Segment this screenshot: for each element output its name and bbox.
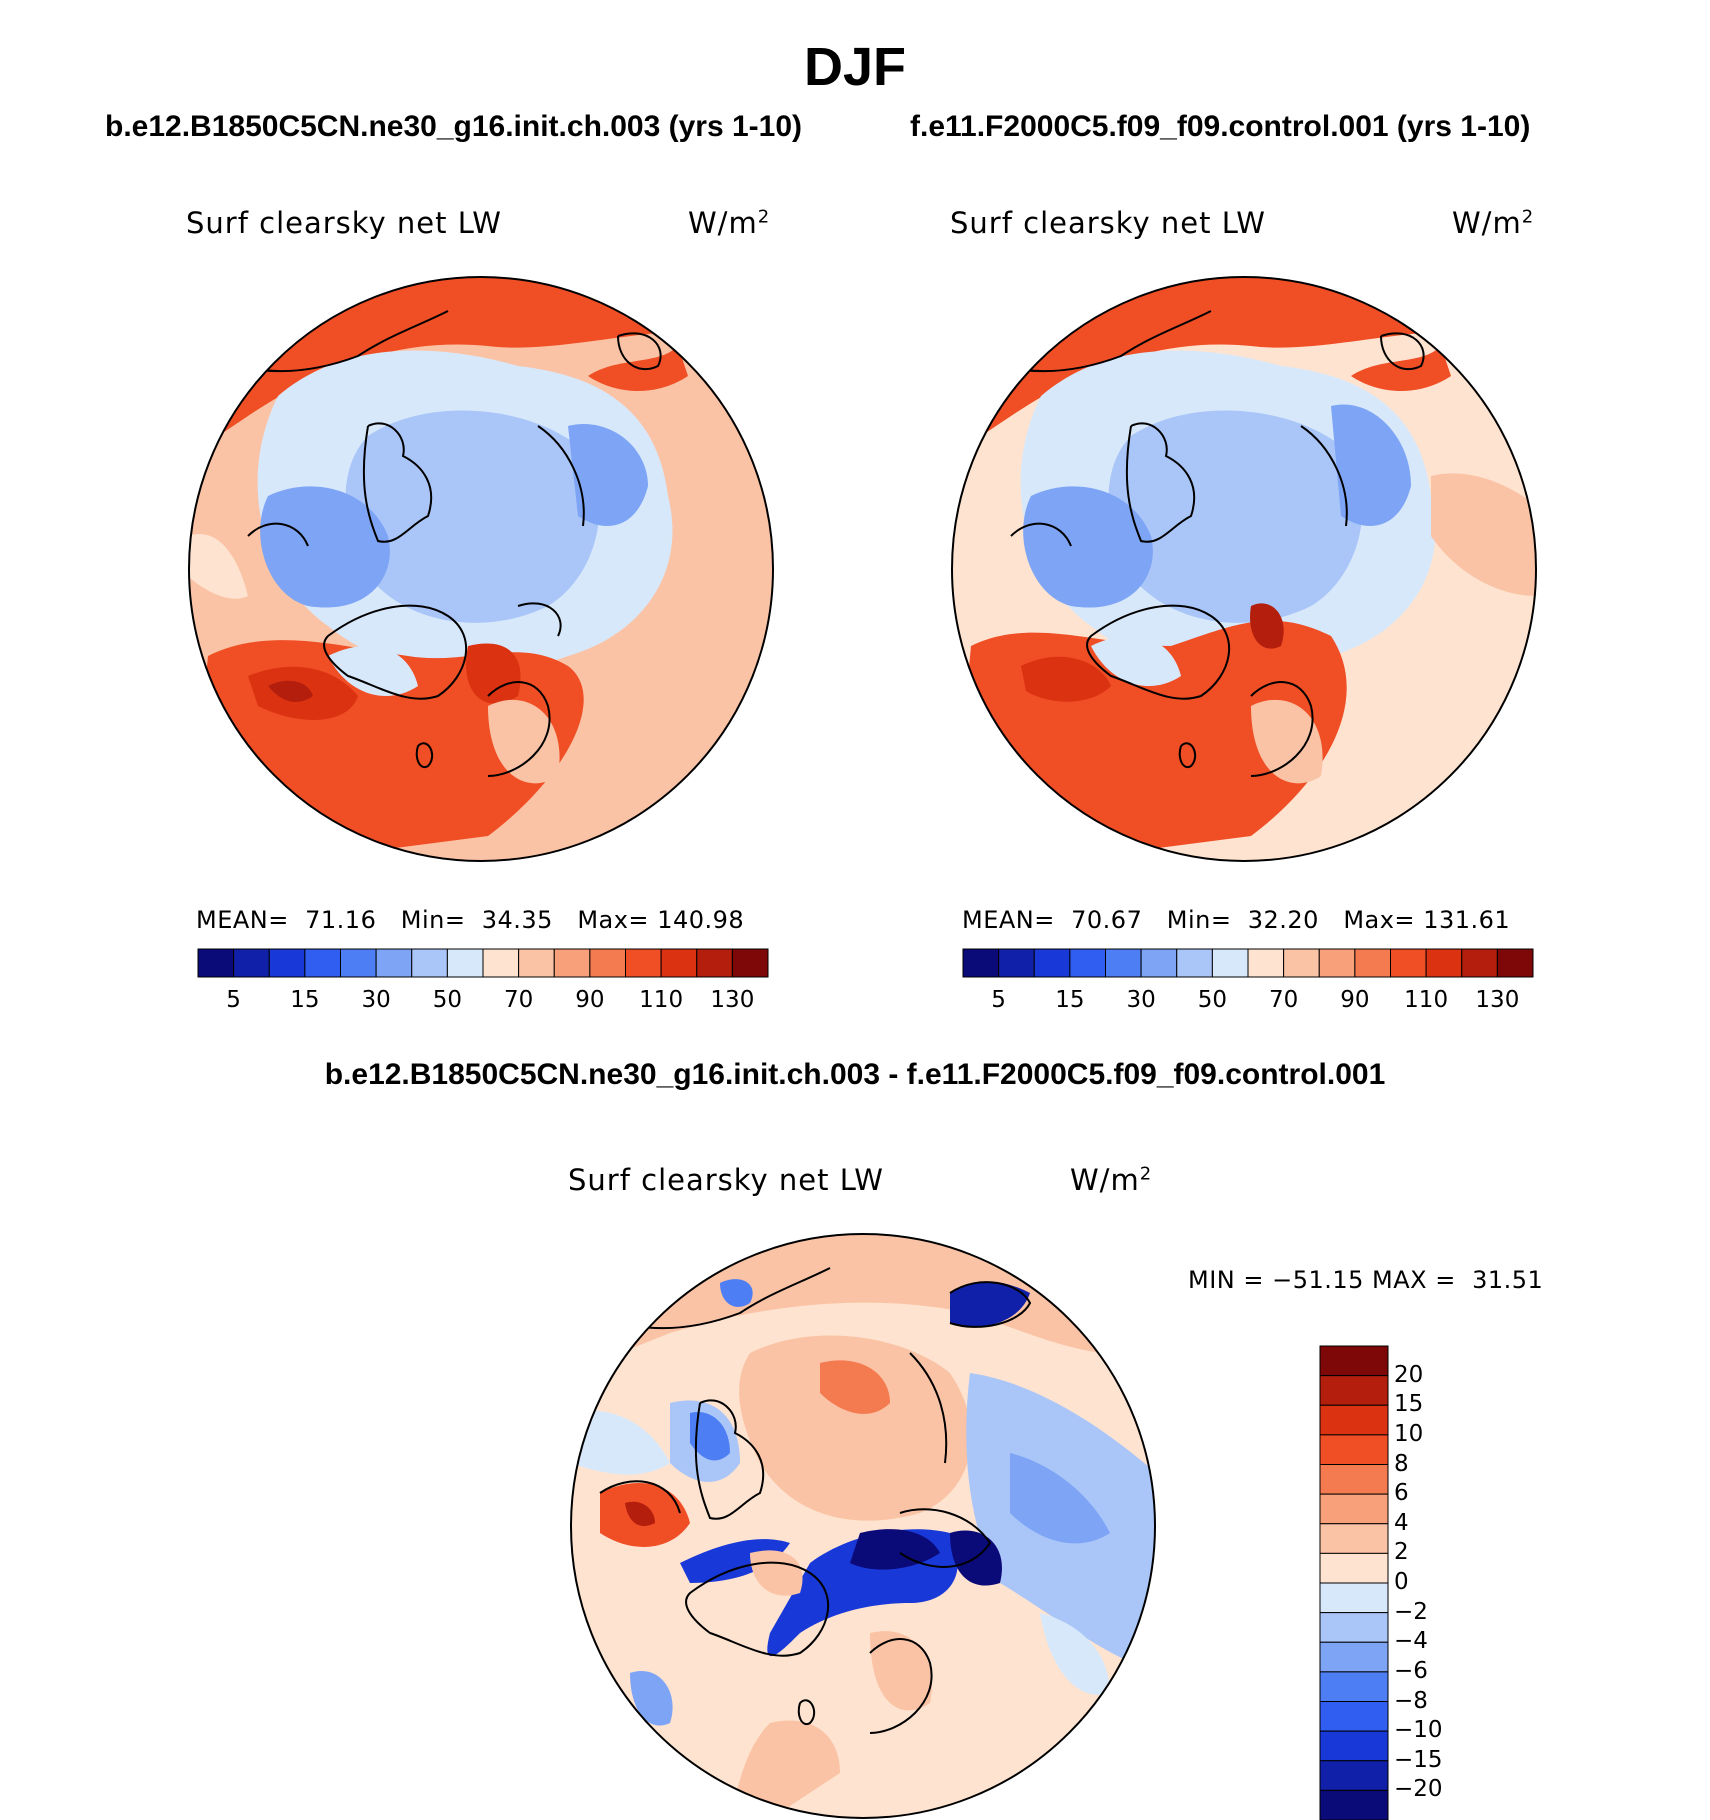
panel-1-stats: MEAN= 71.16 Min= 34.35 Max= 140.98 bbox=[196, 906, 745, 934]
panel-1-units-label: W/m2 bbox=[688, 206, 771, 240]
colorbar-tick-label: −10 bbox=[1394, 1717, 1443, 1744]
colorbar-swatch bbox=[1105, 948, 1142, 978]
colorbar-swatch bbox=[1069, 948, 1106, 978]
colorbar-swatch bbox=[375, 948, 413, 978]
colorbar-swatch bbox=[1319, 1789, 1389, 1820]
colorbar-swatch bbox=[268, 948, 306, 978]
colorbar-swatch bbox=[1390, 948, 1427, 978]
colorbar-swatch bbox=[304, 948, 341, 978]
colorbar-swatch bbox=[197, 948, 235, 978]
colorbar-swatch bbox=[1319, 1760, 1389, 1791]
colorbar-swatch bbox=[518, 948, 555, 978]
colorbar-swatch bbox=[1211, 948, 1249, 978]
colorbar-swatch bbox=[1140, 948, 1178, 978]
panel-1-case-title: b.e12.B1850C5CN.ne30_g16.init.ch.003 (yr… bbox=[105, 110, 803, 143]
colorbar-tick-label: 15 bbox=[1055, 987, 1085, 1013]
diff-units-label: W/m2 bbox=[1070, 1163, 1153, 1197]
colorbar-swatch bbox=[411, 948, 448, 978]
colorbar-tick-label: 110 bbox=[1404, 987, 1449, 1013]
colorbar-swatch bbox=[1319, 1493, 1389, 1525]
colorbar-swatch bbox=[1354, 948, 1391, 978]
colorbar-tick-label: 50 bbox=[432, 987, 463, 1013]
diff-panel-title: b.e12.B1850C5CN.ne30_g16.init.ch.003 - f… bbox=[324, 1058, 1386, 1091]
colorbar-tick-label: 5 bbox=[991, 987, 1006, 1013]
colorbar-swatch bbox=[446, 948, 484, 978]
colorbar-swatch bbox=[1319, 1523, 1389, 1554]
panel-2-case-title: f.e11.F2000C5.f09_f09.control.001 (yrs 1… bbox=[910, 110, 1531, 143]
colorbar-tick-label: 70 bbox=[503, 987, 534, 1013]
panel-2-colorbar bbox=[962, 948, 1534, 978]
colorbar-tick-label: 6 bbox=[1394, 1480, 1409, 1507]
colorbar-swatch bbox=[1319, 1345, 1389, 1377]
colorbar-swatch bbox=[553, 948, 591, 978]
colorbar-tick-label: 90 bbox=[575, 987, 605, 1013]
colorbar-tick-label: 130 bbox=[710, 987, 755, 1013]
panel-1-colorbar bbox=[197, 948, 769, 978]
colorbar-tick-label: 20 bbox=[1394, 1361, 1424, 1388]
colorbar-swatch bbox=[1319, 1434, 1389, 1465]
colorbar-swatch bbox=[1461, 948, 1498, 978]
colorbar-swatch bbox=[1318, 948, 1356, 978]
panel-2-units-label: W/m2 bbox=[1452, 206, 1535, 240]
colorbar-swatch bbox=[340, 948, 377, 978]
colorbar-swatch bbox=[998, 948, 1035, 978]
colorbar-swatch bbox=[1319, 1464, 1389, 1495]
colorbar-tick-label: 70 bbox=[1268, 987, 1299, 1013]
colorbar-tick-label: −20 bbox=[1394, 1776, 1443, 1803]
colorbar-swatch bbox=[1425, 948, 1463, 978]
colorbar-tick-label: −4 bbox=[1394, 1628, 1428, 1655]
panel-2-polar-map bbox=[951, 276, 1537, 862]
colorbar-tick-label: 15 bbox=[290, 987, 320, 1013]
colorbar-tick-label: 30 bbox=[1126, 987, 1156, 1013]
colorbar-swatch bbox=[482, 948, 520, 978]
colorbar-tick-label: 110 bbox=[639, 987, 684, 1013]
figure-title: DJF bbox=[803, 37, 906, 97]
colorbar-tick-label: 5 bbox=[226, 987, 241, 1013]
colorbar-swatch bbox=[1496, 948, 1534, 978]
diff-minmax: MIN = −51.15 MAX = 31.51 bbox=[1188, 1266, 1544, 1294]
colorbar-swatch bbox=[962, 948, 1000, 978]
colorbar-tick-label: 0 bbox=[1394, 1569, 1409, 1595]
colorbar-swatch bbox=[1319, 1671, 1389, 1702]
colorbar-swatch bbox=[1319, 1404, 1389, 1436]
colorbar-swatch bbox=[1319, 1641, 1389, 1673]
colorbar-swatch bbox=[1319, 1612, 1389, 1643]
colorbar-tick-label: −8 bbox=[1394, 1687, 1428, 1714]
colorbar-tick-label: −6 bbox=[1394, 1657, 1428, 1684]
colorbar-swatch bbox=[1247, 948, 1285, 978]
colorbar-swatch bbox=[660, 948, 698, 978]
colorbar-swatch bbox=[1319, 1375, 1389, 1406]
colorbar-tick-label: 30 bbox=[361, 987, 391, 1013]
colorbar-swatch bbox=[1319, 1582, 1389, 1614]
diff-variable-label: Surf clearsky net LW bbox=[568, 1163, 884, 1197]
panel-1-polar-map bbox=[188, 276, 774, 862]
colorbar-tick-label: 130 bbox=[1475, 987, 1520, 1013]
colorbar-tick-label: 4 bbox=[1394, 1509, 1409, 1536]
diff-polar-map bbox=[570, 1233, 1156, 1819]
colorbar-tick-label: 8 bbox=[1394, 1450, 1409, 1477]
colorbar-tick-label: −15 bbox=[1394, 1746, 1443, 1773]
colorbar-swatch bbox=[696, 948, 733, 978]
panel-2-stats: MEAN= 70.67 Min= 32.20 Max= 131.61 bbox=[962, 906, 1511, 934]
colorbar-tick-label: 15 bbox=[1394, 1391, 1424, 1418]
colorbar-tick-label: 2 bbox=[1394, 1539, 1409, 1566]
colorbar-swatch bbox=[1319, 1701, 1389, 1732]
colorbar-swatch bbox=[1283, 948, 1320, 978]
colorbar-tick-label: 90 bbox=[1340, 987, 1370, 1013]
colorbar-tick-label: 50 bbox=[1197, 987, 1228, 1013]
colorbar-swatch bbox=[233, 948, 270, 978]
colorbar-swatch bbox=[731, 948, 769, 978]
diff-colorbar bbox=[1319, 1345, 1389, 1820]
colorbar-swatch bbox=[1176, 948, 1213, 978]
colorbar-tick-label: −2 bbox=[1394, 1598, 1428, 1625]
colorbar-swatch bbox=[589, 948, 626, 978]
colorbar-swatch bbox=[1319, 1552, 1389, 1584]
colorbar-swatch bbox=[625, 948, 662, 978]
colorbar-tick-label: 10 bbox=[1394, 1420, 1424, 1447]
colorbar-swatch bbox=[1319, 1730, 1389, 1762]
panel-2-variable-label: Surf clearsky net LW bbox=[950, 206, 1266, 240]
panel-1-variable-label: Surf clearsky net LW bbox=[186, 206, 502, 240]
colorbar-swatch bbox=[1033, 948, 1071, 978]
